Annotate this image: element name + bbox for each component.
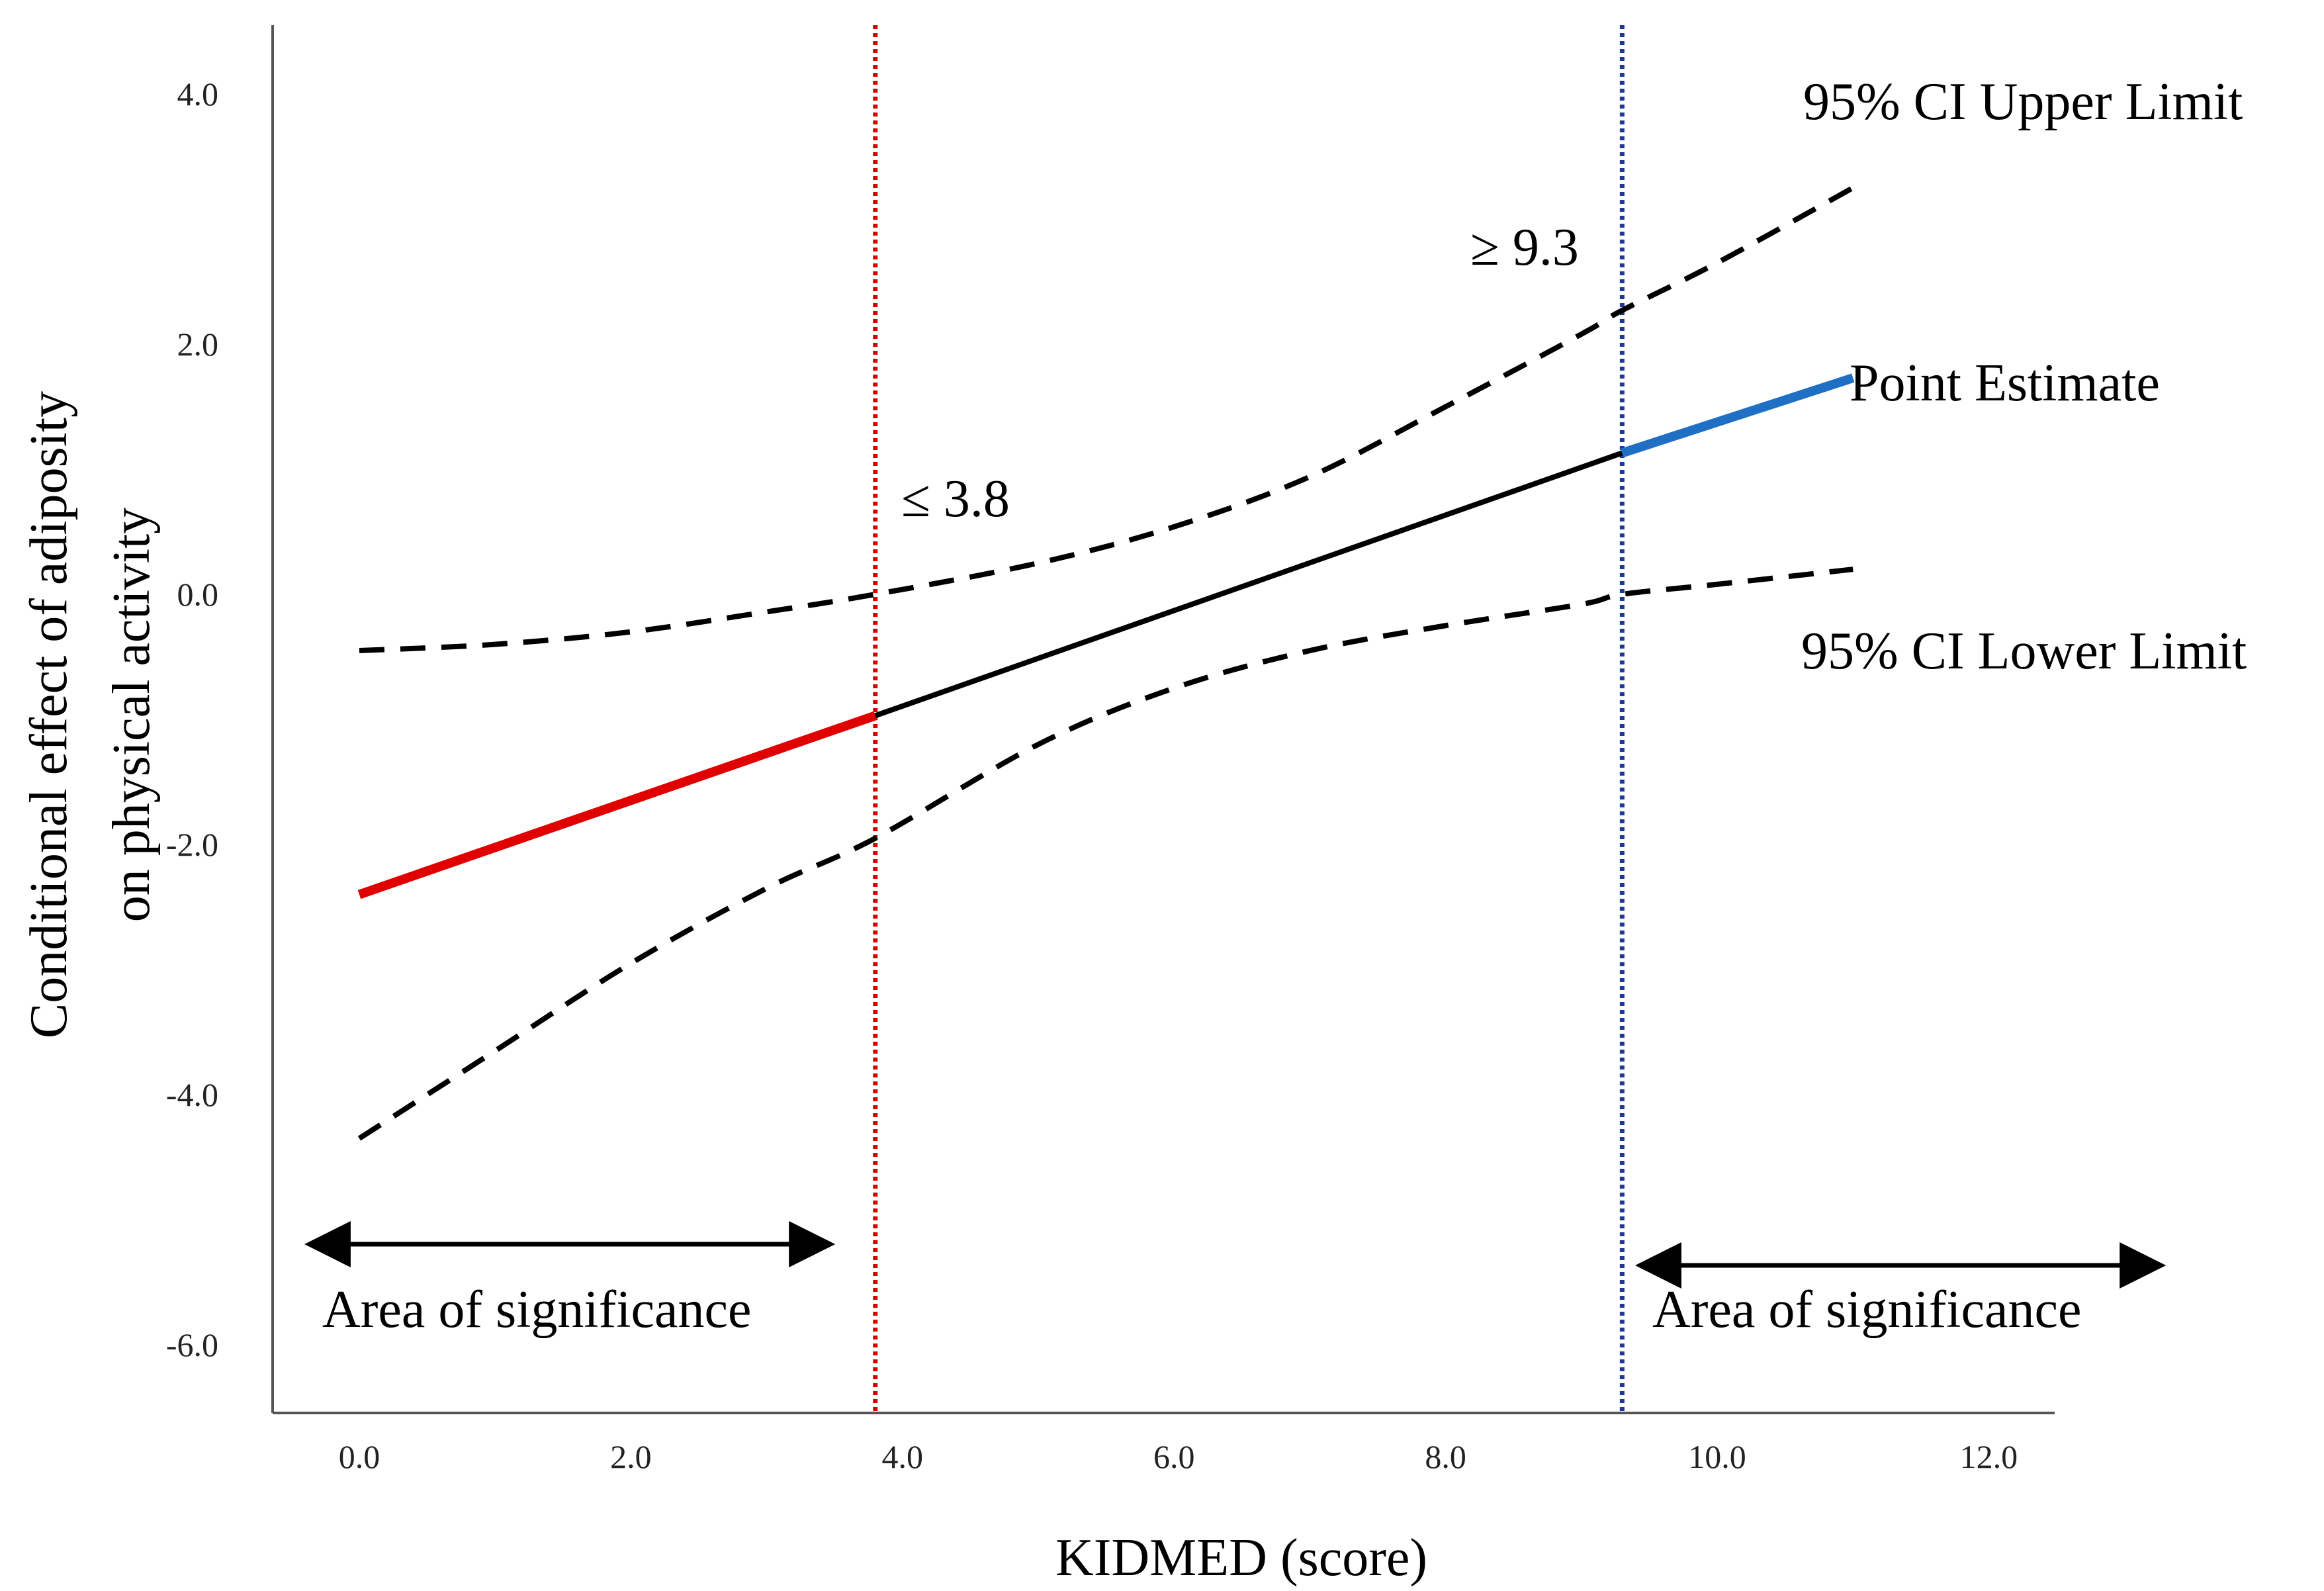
y-tick-labels: 4.0 2.0 0.0 -2.0 -4.0 -6.0 — [166, 75, 218, 1363]
y-tick-label: 2.0 — [177, 326, 219, 363]
label-point-estimate: Point Estimate — [1850, 354, 2160, 412]
y-tick-label: 4.0 — [177, 75, 219, 113]
x-tick-label: 4.0 — [882, 1438, 924, 1475]
point-estimate-segment-black — [874, 450, 1623, 719]
y-tick-label: -6.0 — [166, 1326, 218, 1363]
ci-lower-line — [357, 567, 1854, 1141]
label-ci-lower: 95% CI Lower Limit — [1801, 622, 2247, 680]
x-tick-label: 10.0 — [1688, 1438, 1746, 1475]
x-tick-label: 2.0 — [610, 1438, 652, 1475]
y-axis-title-line-1: Conditional effect of adiposity — [20, 391, 78, 1038]
x-tick-label: 0.0 — [339, 1438, 380, 1475]
area-of-significance-left: Area of significance — [322, 1281, 752, 1339]
point-estimate-segment-red — [357, 711, 877, 899]
threshold-label-lower: ≤ 3.8 — [901, 470, 1010, 528]
y-tick-label: -2.0 — [166, 826, 218, 863]
x-tick-label: 12.0 — [1960, 1438, 2018, 1475]
x-tick-label: 8.0 — [1425, 1438, 1466, 1475]
x-tick-labels: 0.0 2.0 4.0 6.0 8.0 10.0 12.0 — [339, 1438, 2018, 1475]
label-ci-upper: 95% CI Upper Limit — [1803, 73, 2243, 131]
y-tick-label: -4.0 — [166, 1076, 218, 1113]
ci-upper-line — [359, 185, 1855, 654]
y-tick-label: 0.0 — [177, 576, 219, 613]
x-tick-label: 6.0 — [1153, 1438, 1195, 1475]
area-of-significance-right: Area of significance — [1652, 1281, 2082, 1339]
x-axis-title: KIDMED (score) — [1055, 1529, 1427, 1587]
y-axis-title-line-2: on physical activity — [103, 508, 161, 923]
point-estimate-segment-blue — [1621, 373, 1855, 458]
threshold-label-upper: ≥ 9.3 — [1470, 218, 1579, 277]
